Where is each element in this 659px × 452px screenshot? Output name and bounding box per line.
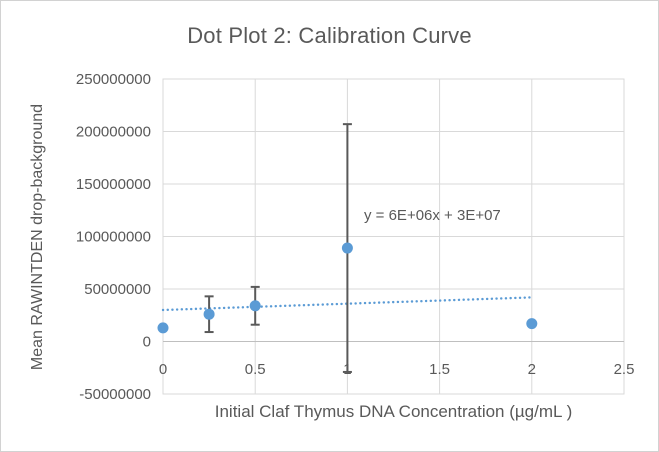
data-point [157, 322, 169, 334]
x-tick-label: 2.5 [614, 361, 635, 378]
y-tick-label: 200000000 [76, 124, 151, 141]
y-tick-label: 150000000 [76, 176, 151, 193]
x-tick-label: 0 [159, 361, 167, 378]
chart-title: Dot Plot 2: Calibration Curve [187, 23, 472, 48]
x-axis-title: Initial Claf Thymus DNA Concentration (µ… [214, 402, 573, 421]
y-tick-label: -50000000 [79, 386, 151, 403]
y-tick-label: 250000000 [76, 71, 151, 88]
y-tick-label: 50000000 [84, 281, 151, 298]
data-point [341, 242, 353, 254]
x-tick-label: 2 [528, 361, 536, 378]
x-tick-label: 0.5 [245, 361, 266, 378]
x-tick-label: 1.5 [429, 361, 450, 378]
data-point [249, 300, 261, 312]
y-tick-label: 100000000 [76, 229, 151, 246]
data-point [526, 318, 538, 330]
trendline-equation: y = 6E+06x + 3E+07 [364, 207, 501, 224]
data-point [203, 308, 215, 320]
y-tick-label: 0 [143, 334, 151, 351]
